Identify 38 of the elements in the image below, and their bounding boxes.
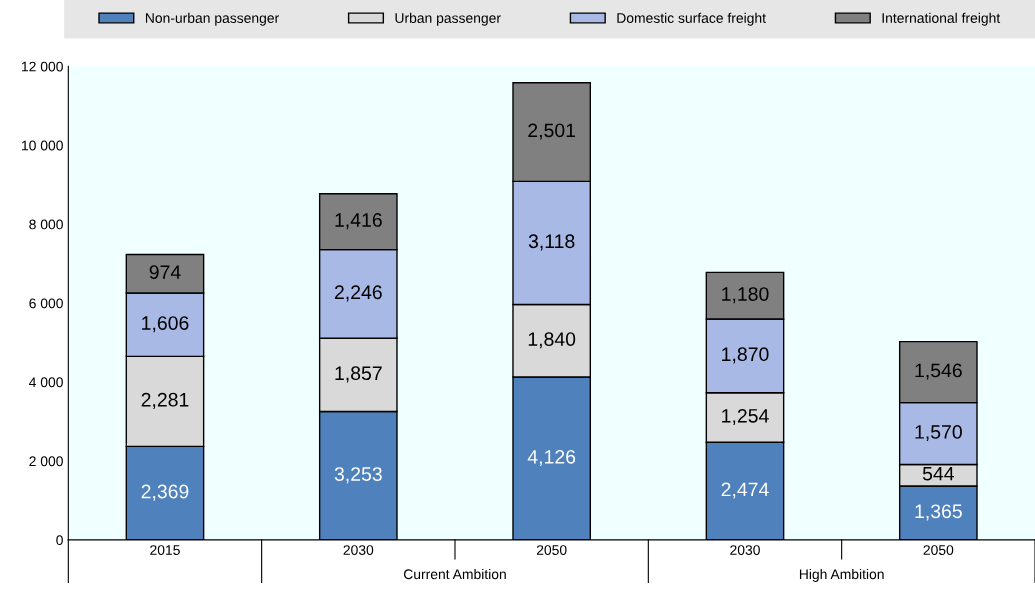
- x-tick-label: 2030: [730, 545, 760, 555]
- legend-label: Domestic surface freight: [617, 12, 766, 26]
- data-label: 1,570: [915, 425, 962, 442]
- y-tick-label: 4 000: [29, 377, 63, 388]
- y-tick-label: 0: [56, 535, 63, 546]
- data-label: 4,126: [527, 449, 576, 466]
- x-tick-label: 2050: [923, 545, 954, 555]
- data-label: 1,546: [915, 363, 962, 380]
- text: High Ambition: [799, 568, 884, 582]
- data-label: 1,857: [335, 366, 382, 383]
- data-label: 2,281: [141, 392, 189, 409]
- legend-label: Urban passenger: [395, 12, 501, 26]
- y-tick-label: 12 000: [22, 61, 63, 72]
- data-label: 2,369: [141, 484, 189, 501]
- data-label: 2,501: [528, 123, 576, 140]
- text: Current Ambition: [403, 568, 506, 580]
- data-label: 2,474: [721, 482, 769, 499]
- y-tick-label: 10 000: [22, 140, 63, 151]
- data-label: 3,253: [334, 467, 382, 484]
- x-tick-label: 2050: [536, 545, 567, 555]
- data-label: 2,246: [334, 285, 382, 302]
- data-label: 1,180: [722, 287, 769, 304]
- legend-label: International freight: [882, 12, 1001, 26]
- data-label: 1,840: [528, 332, 576, 349]
- x-tick-label: 2030: [343, 545, 374, 555]
- data-label: 1,606: [142, 316, 189, 333]
- y-tick-label: 8 000: [29, 219, 63, 230]
- y-tick-label: 6 000: [29, 298, 63, 309]
- data-label: 974: [149, 265, 181, 279]
- data-label: 1,365: [915, 504, 962, 521]
- y-tick-label: 2 000: [29, 456, 63, 467]
- legend-label: Non-urban passenger: [145, 12, 279, 26]
- data-label: 1,870: [722, 347, 769, 364]
- x-tick-label: 2015: [150, 545, 180, 555]
- data-label: 544: [922, 466, 954, 481]
- data-label: 1,416: [335, 213, 382, 230]
- data-label: 1,254: [722, 408, 769, 426]
- data-label: 3,118: [528, 234, 575, 251]
